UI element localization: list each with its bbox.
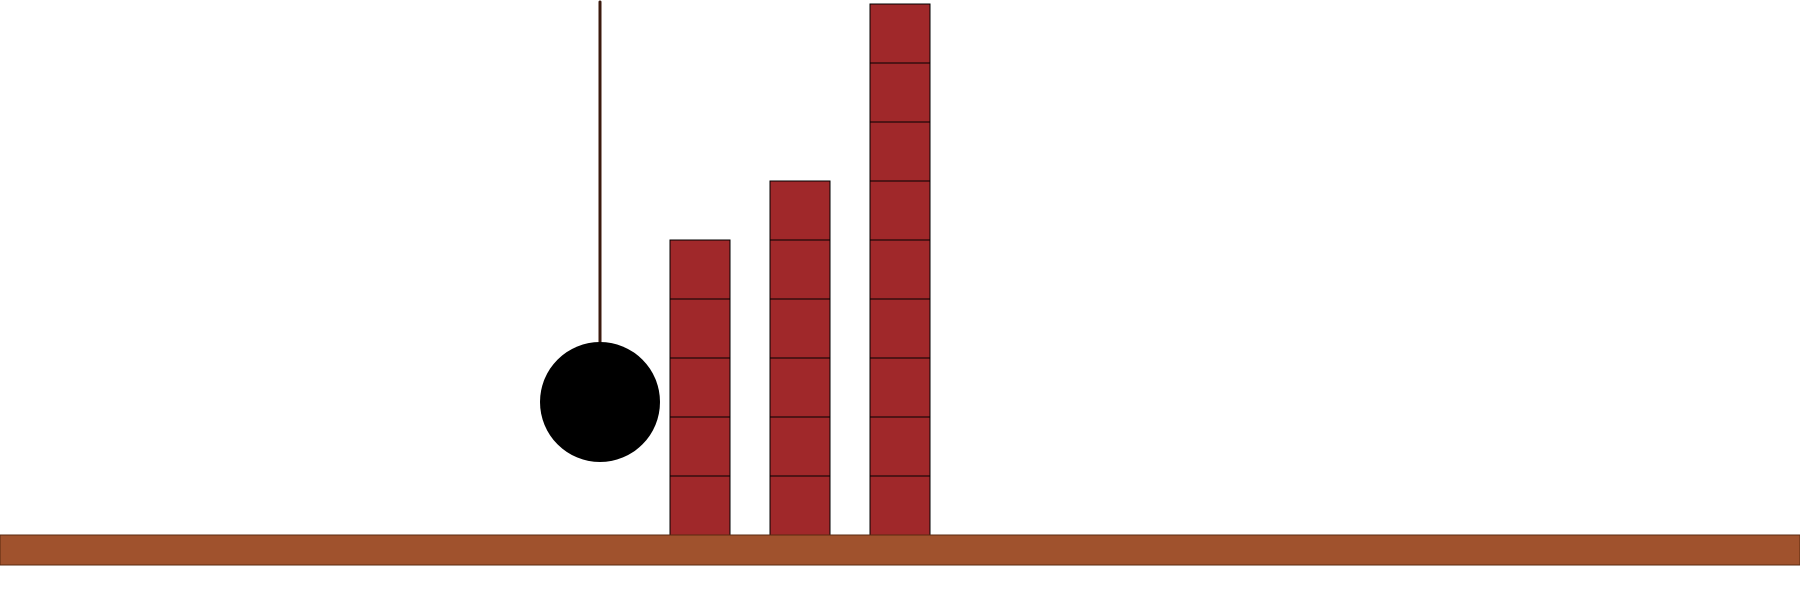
ground-platform	[0, 534, 1800, 566]
block[interactable]	[769, 416, 831, 477]
block[interactable]	[769, 298, 831, 359]
block[interactable]	[869, 121, 931, 182]
block[interactable]	[869, 3, 931, 64]
block[interactable]	[869, 416, 931, 477]
block[interactable]	[869, 357, 931, 418]
block[interactable]	[669, 357, 731, 418]
block[interactable]	[769, 475, 831, 536]
block[interactable]	[869, 62, 931, 123]
tower-2	[769, 180, 831, 536]
block[interactable]	[669, 239, 731, 300]
block[interactable]	[769, 357, 831, 418]
block-towers	[669, 3, 931, 536]
tower-3	[869, 3, 931, 536]
block[interactable]	[869, 475, 931, 536]
block[interactable]	[669, 475, 731, 536]
block[interactable]	[869, 180, 931, 241]
tower-1	[669, 239, 731, 536]
block[interactable]	[669, 416, 731, 477]
block[interactable]	[769, 239, 831, 300]
block[interactable]	[869, 239, 931, 300]
block[interactable]	[669, 298, 731, 359]
wrecking-ball[interactable]	[540, 342, 660, 462]
block[interactable]	[869, 298, 931, 359]
block[interactable]	[769, 180, 831, 241]
